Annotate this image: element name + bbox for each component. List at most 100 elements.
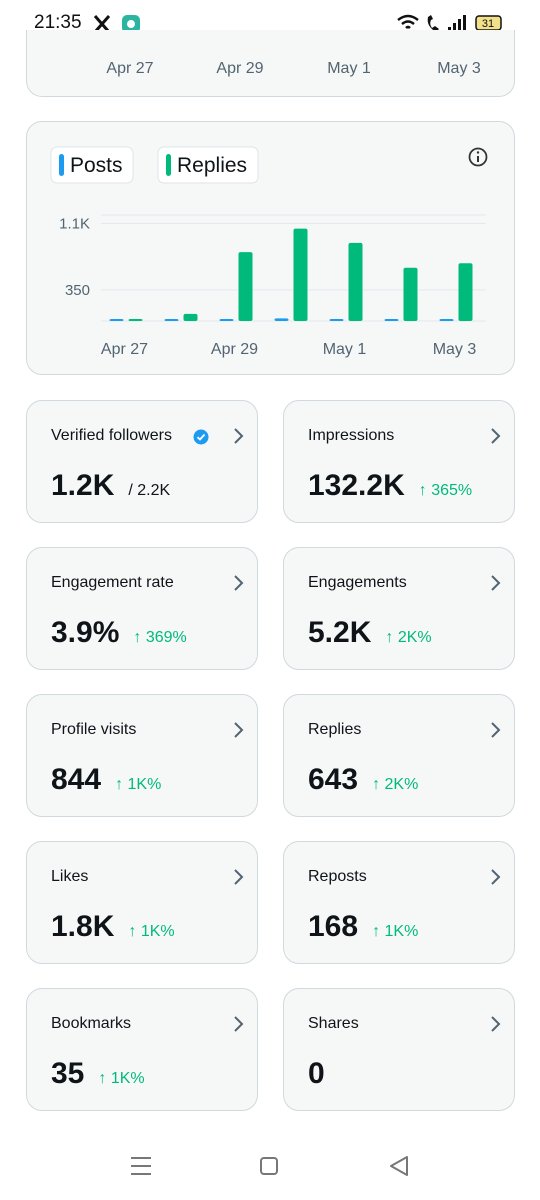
stat-value: 844 [51, 763, 102, 796]
stat-row: 3.9% ↑ 369% [51, 616, 187, 650]
bar [384, 319, 399, 321]
chevron-icon [234, 1016, 244, 1032]
stat-value: 168 [308, 910, 359, 943]
x-tick-label: May 3 [433, 341, 477, 358]
stat-label: Replies [308, 721, 362, 738]
previous-chart-card: Apr 27 Apr 29 May 1 May 3 [26, 30, 515, 97]
stat-value: 0 [308, 1057, 325, 1090]
bar [403, 267, 418, 321]
stat-row: 1.8K ↑ 1K% [51, 910, 175, 944]
bar [164, 319, 179, 321]
x-tick-label: Apr 27 [101, 341, 148, 358]
stat-row: 132.2K ↑ 365% [308, 469, 472, 503]
status-bar: 21:35 31 [0, 0, 540, 48]
stat-card[interactable]: Likes 1.8K ↑ 1K% [26, 841, 258, 964]
bar [329, 319, 344, 321]
stat-label: Verified followers [51, 427, 172, 444]
stat-change: ↑ 1K% [372, 923, 419, 940]
stat-change: ↑ 1K% [98, 1070, 145, 1087]
stat-label: Engagements [308, 574, 407, 591]
stat-row: 5.2K ↑ 2K% [308, 616, 432, 650]
chevron [490, 868, 502, 891]
stat-card[interactable]: Verified followers 1.2K / 2.2K [26, 400, 258, 523]
bar [238, 252, 253, 321]
clock: 21:35 [34, 12, 82, 33]
stat-total: / 2.2K [128, 482, 171, 499]
chevron [233, 427, 245, 450]
stat-label: Reposts [308, 868, 367, 885]
legend-swatch [59, 154, 64, 176]
stat-row: 643 ↑ 2K% [308, 763, 418, 797]
chevron [490, 574, 502, 597]
stat-row: 35 ↑ 1K% [51, 1057, 145, 1091]
bar [274, 318, 289, 321]
legend-label: Replies [177, 154, 247, 177]
chevron [233, 868, 245, 891]
bar [109, 319, 124, 321]
stat-card[interactable]: Bookmarks 35 ↑ 1K% [26, 988, 258, 1111]
stat-card[interactable]: Profile visits 844 ↑ 1K% [26, 694, 258, 817]
stat-row: 1.2K / 2.2K [51, 469, 170, 503]
chevron [233, 574, 245, 597]
system-icons: 31 [397, 14, 502, 32]
legend-label: Posts [70, 154, 123, 177]
stat-change: ↑ 2K% [372, 776, 419, 793]
x-tick-label: May 1 [327, 60, 371, 77]
chevron-icon [491, 575, 501, 591]
stat-card[interactable]: Shares 0 [283, 988, 515, 1111]
y-tick-label: 1.1K [59, 215, 90, 232]
bar [348, 242, 363, 321]
chevron-icon [234, 722, 244, 738]
x-tick-label: Apr 29 [211, 341, 258, 358]
bar [293, 228, 308, 321]
stat-value: 132.2K [308, 469, 405, 502]
y-tick-label: 350 [65, 282, 90, 299]
stat-value: 5.2K [308, 616, 372, 649]
x-tick-label: May 1 [323, 341, 367, 358]
bar [183, 313, 198, 321]
stat-label: Impressions [308, 427, 395, 444]
stat-label: Shares [308, 1015, 359, 1032]
bar [439, 319, 454, 321]
stat-label: Likes [51, 868, 89, 885]
chevron-icon [491, 428, 501, 444]
stat-change: ↑ 1K% [128, 923, 175, 940]
stat-change: ↑ 369% [133, 629, 187, 646]
stat-card[interactable]: Impressions 132.2K ↑ 365% [283, 400, 515, 523]
verified-badge [193, 429, 209, 450]
x-tick-label: Apr 27 [106, 60, 154, 77]
stat-change: ↑ 2K% [385, 629, 432, 646]
chevron [233, 1015, 245, 1038]
legend-item[interactable]: Replies [157, 146, 259, 184]
legend-item[interactable]: Posts [50, 146, 134, 184]
stat-card[interactable]: Replies 643 ↑ 2K% [283, 694, 515, 817]
stat-change: ↑ 1K% [115, 776, 162, 793]
legend-box [157, 146, 259, 184]
chevron-icon [234, 869, 244, 885]
navigation-bar [131, 1156, 408, 1176]
bar [128, 319, 143, 321]
stat-card[interactable]: Reposts 168 ↑ 1K% [283, 841, 515, 964]
bar [219, 319, 234, 321]
chevron-icon [491, 1016, 501, 1032]
chevron [490, 427, 502, 450]
x-tick-label: May 3 [437, 60, 481, 77]
stat-card[interactable]: Engagement rate 3.9% ↑ 369% [26, 547, 258, 670]
chevron-icon [491, 722, 501, 738]
stat-row: 844 ↑ 1K% [51, 763, 161, 797]
x-tick-label: Apr 29 [216, 60, 264, 77]
badge-icon [193, 429, 209, 445]
stat-change: ↑ 365% [418, 482, 473, 499]
stat-value: 1.2K [51, 469, 115, 502]
legend-box [50, 146, 134, 184]
stat-value: 643 [308, 763, 359, 796]
stat-label: Engagement rate [51, 574, 174, 591]
stat-value: 3.9% [51, 616, 120, 649]
stat-row: 168 ↑ 1K% [308, 910, 418, 944]
stat-label: Profile visits [51, 721, 137, 738]
stat-card[interactable]: Engagements 5.2K ↑ 2K% [283, 547, 515, 670]
chevron-icon [491, 869, 501, 885]
chart-card: Posts Replies 350 1.1K Apr 27 Apr 29 May 1 May … [26, 121, 515, 375]
status-icons [93, 15, 140, 33]
chevron [490, 721, 502, 744]
